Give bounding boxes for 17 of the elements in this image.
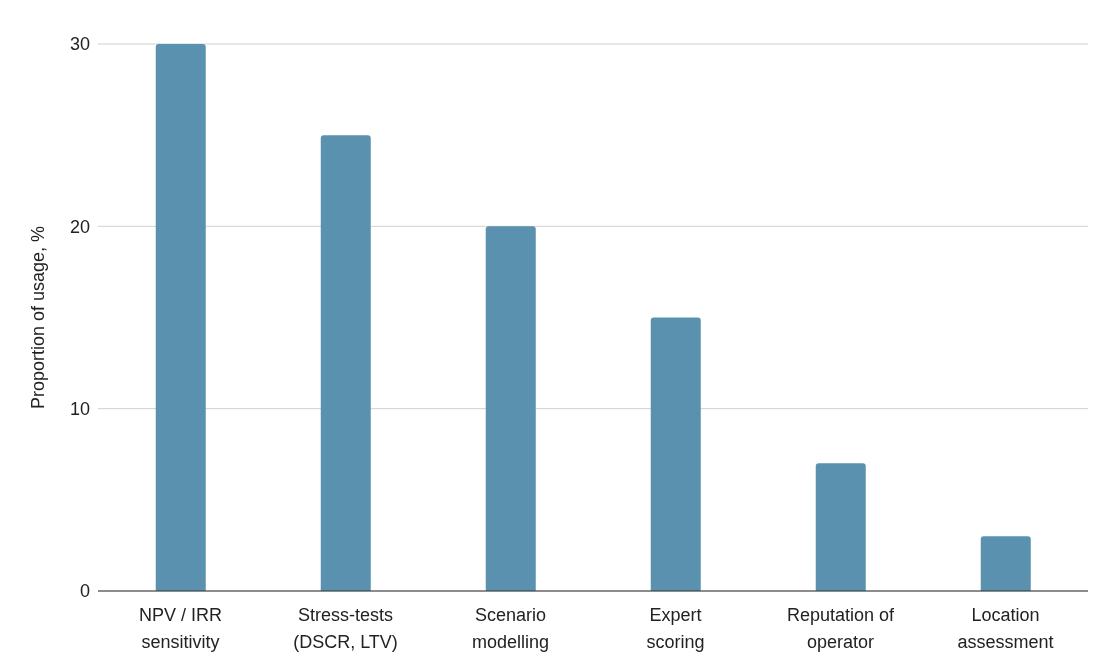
bar [155,44,206,591]
bar [650,317,701,591]
bar [485,226,536,591]
x-tick-label: Scenario modelling [471,605,550,652]
y-axis-title: Proportion of usage, % [28,225,49,410]
bar [980,536,1031,591]
y-tick-label: 20 [69,216,90,237]
bar [815,463,866,591]
x-tick-label: Location assessment [957,605,1054,652]
x-tick-label: NPV / IRR sensitivity [138,605,223,652]
y-tick-label: 30 [69,34,90,55]
bar [320,135,371,591]
x-tick-label: Stress-tests (DSCR, LTV) [293,605,398,652]
y-tick-label: 0 [79,581,90,602]
x-tick-label: Expert scoring [646,605,705,652]
y-tick-label: 10 [69,399,90,420]
x-tick-label: Reputation of operator [786,605,896,652]
